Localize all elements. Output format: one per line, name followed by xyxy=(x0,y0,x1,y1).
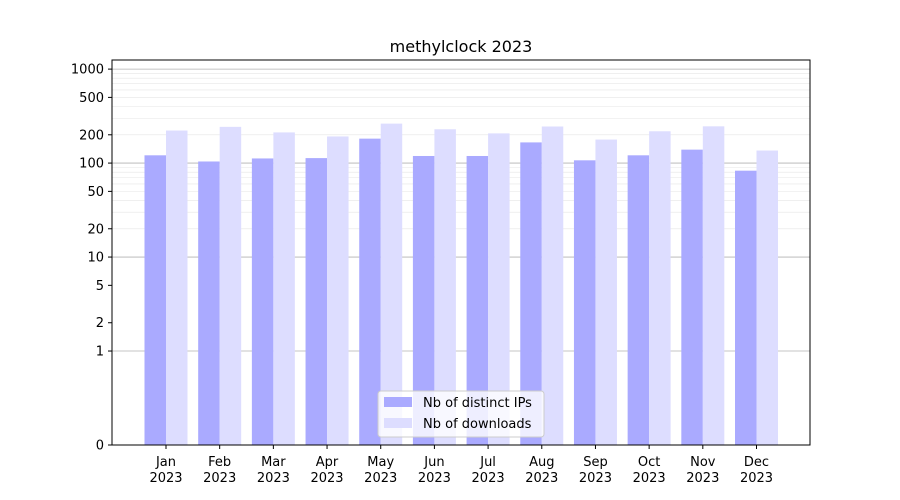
bar-distinct-ips xyxy=(198,161,220,445)
bar-distinct-ips xyxy=(681,149,703,446)
x-tick-label-line: Nov xyxy=(690,455,716,470)
x-tick-label-line: Mar xyxy=(261,455,286,470)
y-tick-label: 50 xyxy=(87,185,104,200)
legend-label: Nb of distinct IPs xyxy=(423,396,532,411)
y-tick-label: 100 xyxy=(79,157,104,172)
x-tick-label-line: Dec xyxy=(744,455,769,470)
x-tick-label: Apr 2023 xyxy=(310,455,343,486)
bar-distinct-ips xyxy=(627,155,650,445)
bar-downloads xyxy=(219,126,242,445)
bar-downloads xyxy=(702,126,725,445)
y-axis: 0 1 2 5 10 20 50 100 200 500 1000 xyxy=(71,63,112,454)
legend-box xyxy=(377,390,545,438)
bar-distinct-ips xyxy=(520,142,542,445)
x-tick-label-line: 2023 xyxy=(149,471,182,486)
x-tick-label-line: Apr xyxy=(316,455,339,470)
y-tick-label: 5 xyxy=(96,279,104,294)
x-tick-label-line: 2023 xyxy=(472,471,505,486)
x-tick-label-line: 2023 xyxy=(364,471,397,486)
y-tick-label: 2 xyxy=(96,316,104,331)
x-tick-label: Feb 2023 xyxy=(203,455,236,486)
x-tick-label: Aug 2023 xyxy=(525,455,558,486)
bar-downloads xyxy=(273,132,295,445)
bar-distinct-ips xyxy=(251,158,274,446)
y-tick-label: 1 xyxy=(96,345,104,360)
bar-downloads xyxy=(595,139,617,445)
y-tick-label: 1000 xyxy=(71,63,104,78)
legend-swatch xyxy=(384,418,412,428)
x-tick-label: May 2023 xyxy=(364,455,397,486)
bar-downloads xyxy=(166,130,188,445)
x-tick-label-line: Jun xyxy=(423,455,444,470)
bar-distinct-ips xyxy=(735,170,757,446)
bar-downloads xyxy=(756,150,778,445)
bar-distinct-ips xyxy=(573,160,596,446)
y-tick-label: 0 xyxy=(96,439,104,454)
x-tick-label-line: Aug xyxy=(529,455,554,470)
legend-label: Nb of downloads xyxy=(423,417,532,432)
legend-swatch xyxy=(384,397,412,407)
x-tick-label-line: 2023 xyxy=(686,471,719,486)
x-tick-label: Sep 2023 xyxy=(579,455,612,486)
x-tick-label-line: Jan xyxy=(155,455,176,470)
plot-area xyxy=(111,59,811,446)
x-tick-label: Dec 2023 xyxy=(740,455,773,486)
bar-distinct-ips xyxy=(359,138,381,446)
legend: Nb of distinct IPs Nb of downloads xyxy=(377,390,545,438)
x-tick-label: Mar 2023 xyxy=(257,455,290,486)
x-tick-label-line: Jul xyxy=(479,455,496,470)
x-tick-label-line: 2023 xyxy=(740,471,773,486)
bar-downloads xyxy=(541,126,564,445)
x-tick-label: Nov 2023 xyxy=(686,455,719,486)
x-tick-label-line: May xyxy=(367,455,394,470)
bar-downloads xyxy=(649,131,671,445)
bar-distinct-ips xyxy=(144,155,166,445)
y-tick-label: 10 xyxy=(87,251,104,266)
x-tick-label-line: Oct xyxy=(638,455,660,470)
bar-distinct-ips xyxy=(412,155,435,445)
x-tick-label-line: 2023 xyxy=(203,471,236,486)
x-tick-label: Jun 2023 xyxy=(418,455,451,486)
bar-downloads xyxy=(327,136,349,446)
x-tick-label: Jan 2023 xyxy=(149,455,182,486)
bar-distinct-ips xyxy=(305,158,328,445)
x-tick-label: Oct 2023 xyxy=(633,455,666,486)
bar-distinct-ips xyxy=(466,155,489,445)
chart-title: methylclock 2023 xyxy=(390,37,533,56)
bar-downloads xyxy=(434,129,456,445)
bar-downloads xyxy=(488,133,510,445)
x-tick-label-line: Feb xyxy=(208,455,231,470)
x-tick-label-line: 2023 xyxy=(310,471,343,486)
bars xyxy=(144,123,778,446)
x-tick-label-line: Sep xyxy=(583,455,608,470)
x-tick-label-line: 2023 xyxy=(418,471,451,486)
x-tick-label-line: 2023 xyxy=(525,471,558,486)
bar-downloads xyxy=(380,123,403,445)
x-tick-label: Jul 2023 xyxy=(472,455,505,486)
y-tick-label: 500 xyxy=(79,91,104,106)
x-tick-label-line: 2023 xyxy=(633,471,666,486)
y-tick-label: 200 xyxy=(79,128,104,143)
x-tick-label-line: 2023 xyxy=(257,471,290,486)
x-tick-label-line: 2023 xyxy=(579,471,612,486)
y-tick-label: 20 xyxy=(87,222,104,237)
